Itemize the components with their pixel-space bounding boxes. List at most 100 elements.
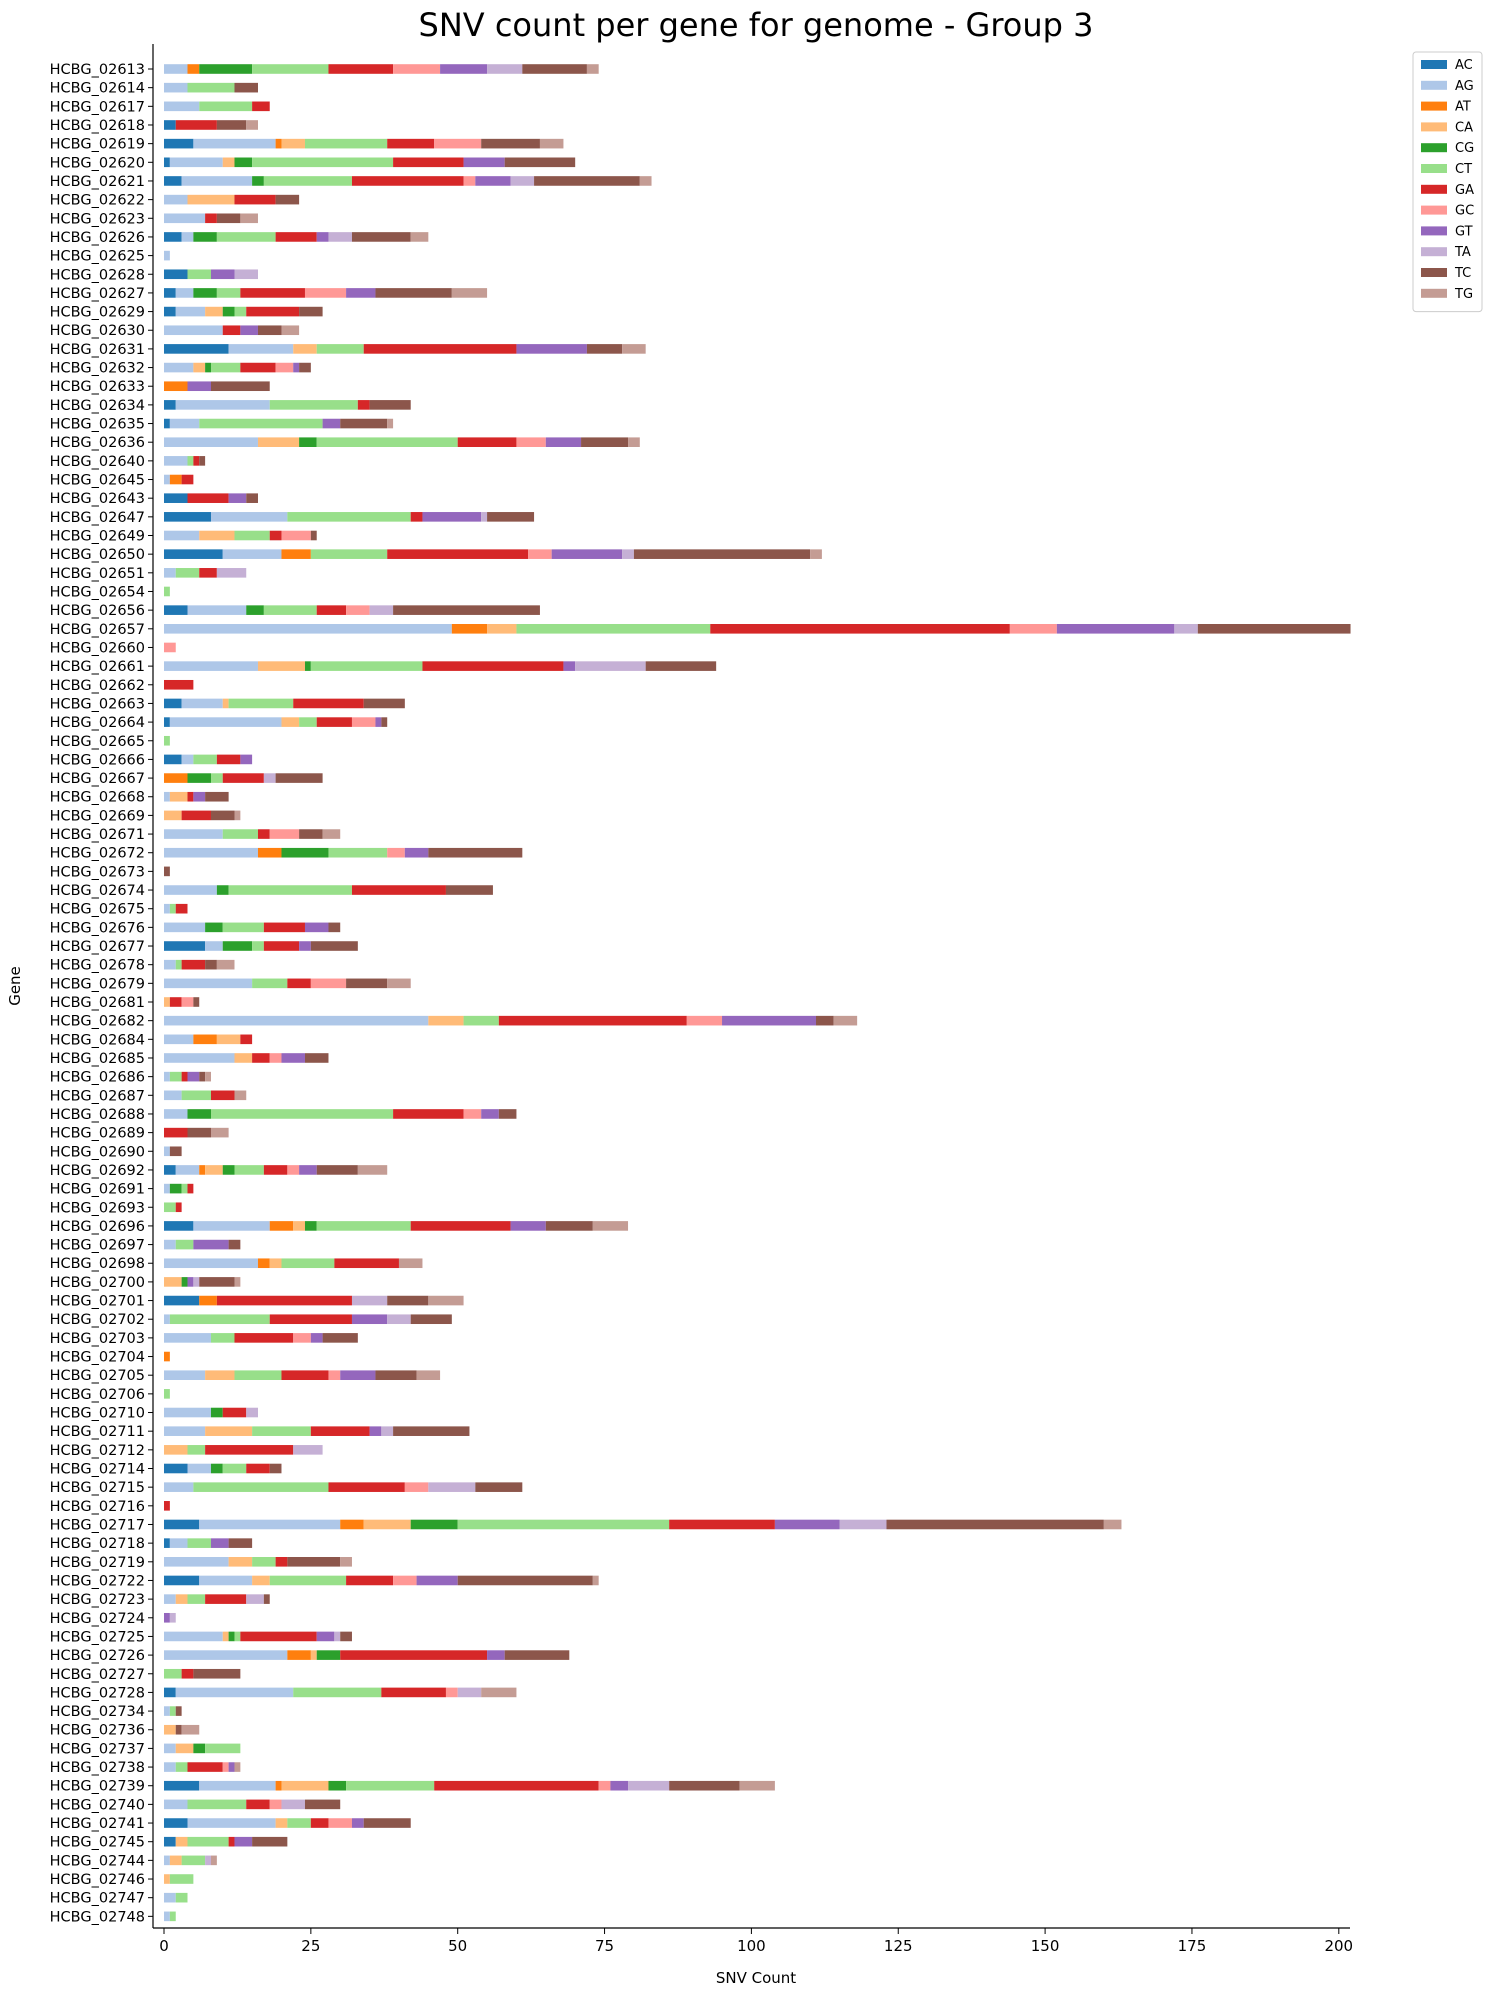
bar-segment-at-hcbg_02613	[187, 64, 200, 74]
bar-segment-tc-hcbg_02631	[586, 344, 623, 354]
bar-segment-ag-hcbg_02619	[193, 138, 276, 149]
bar-segment-tg-hcbg_02627	[451, 288, 488, 298]
bar-segment-ct-hcbg_02620	[252, 157, 394, 168]
bar-segment-ct-hcbg_02649	[234, 530, 270, 541]
bar-segment-ct-hcbg_02619	[304, 138, 388, 149]
bar-segment-tg-hcbg_02728	[481, 1687, 517, 1698]
bar-segment-gc-hcbg_02722	[393, 1575, 417, 1586]
bar-segment-tg-hcbg_02701	[428, 1295, 464, 1306]
bar-segment-tg-hcbg_02692	[357, 1165, 388, 1175]
bar-segment-ga-hcbg_02668	[187, 791, 194, 802]
bar-segment-ga-hcbg_02643	[187, 493, 229, 503]
bar-segment-gt-hcbg_02636	[545, 437, 582, 447]
bar-segment-ga-hcbg_02722	[346, 1575, 394, 1586]
bar-segment-ct-hcbg_02728	[293, 1687, 382, 1698]
bar-segment-ca-hcbg_02711	[205, 1426, 253, 1436]
bar-segment-ta-hcbg_02715	[428, 1482, 476, 1492]
bar-segment-at-hcbg_02645	[169, 474, 182, 485]
bar-segment-ct-hcbg_02747	[175, 1892, 188, 1903]
bar-segment-tc-hcbg_02688	[498, 1109, 517, 1119]
y-tick-label: HCBG_02635	[50, 417, 145, 433]
bar-segment-gt-hcbg_02620	[463, 157, 505, 168]
y-tick-label: HCBG_02738	[50, 1760, 145, 1776]
bar-segment-tc-hcbg_02703	[322, 1333, 358, 1343]
bar-segment-tc-hcbg_02671	[299, 829, 323, 839]
bar-segment-tc-hcbg_02629	[299, 306, 323, 317]
bar-segment-ga-hcbg_02676	[263, 922, 305, 933]
bar-segment-ct-hcbg_02613	[252, 64, 329, 74]
bar-segment-at-hcbg_02717	[340, 1519, 364, 1530]
bar-segment-tg-hcbg_02722	[592, 1575, 599, 1586]
bar-segment-ct-hcbg_02706	[164, 1389, 170, 1399]
bar-segment-tc-hcbg_02661	[645, 661, 717, 671]
y-tick-label: HCBG_02716	[50, 1499, 145, 1515]
bar-segment-tg-hcbg_02717	[1103, 1519, 1122, 1530]
legend-swatch-gc	[1421, 205, 1447, 215]
bar-segment-tc-hcbg_02649	[310, 530, 317, 541]
legend-swatch-ac	[1421, 60, 1447, 69]
bar-segment-ac-hcbg_02620	[164, 157, 170, 168]
bar-segment-gt-hcbg_02677	[299, 941, 311, 951]
y-tick-label: HCBG_02626	[50, 230, 145, 246]
y-tick-label: HCBG_02657	[50, 622, 145, 638]
bar-segment-ct-hcbg_02702	[169, 1314, 270, 1325]
bar-segment-gc-hcbg_02715	[404, 1482, 429, 1492]
bar-segment-ag-hcbg_02740	[164, 1799, 188, 1810]
bar-segment-tc-hcbg_02621	[534, 176, 640, 186]
y-tick-label: HCBG_02734	[50, 1704, 145, 1720]
bars	[164, 64, 1351, 1922]
legend-label-ct: CT	[1455, 162, 1472, 177]
y-tick-label: HCBG_02741	[50, 1816, 145, 1832]
y-tick-label: HCBG_02650	[50, 547, 145, 563]
bar-segment-ag-hcbg_02747	[164, 1892, 176, 1903]
bar-segment-ct-hcbg_02627	[216, 288, 241, 298]
bar-segment-tc-hcbg_02640	[199, 456, 206, 466]
bar-segment-ag-hcbg_02686	[164, 1071, 170, 1082]
bar-segment-tc-hcbg_02711	[393, 1426, 470, 1436]
bar-segment-tg-hcbg_02679	[387, 978, 411, 989]
bar-segment-ac-hcbg_02663	[164, 698, 182, 709]
bar-segment-tc-hcbg_02717	[886, 1519, 1104, 1530]
bar-segment-ga-hcbg_02702	[269, 1314, 352, 1325]
bar-segment-ac-hcbg_02656	[164, 605, 188, 615]
bar-segment-tg-hcbg_02623	[240, 213, 258, 224]
y-tick-label: HCBG_02677	[50, 939, 145, 955]
bar-segment-tg-hcbg_02613	[586, 64, 599, 74]
bar-segment-ga-hcbg_02715	[328, 1482, 405, 1492]
bar-segment-tc-hcbg_02636	[581, 437, 629, 447]
bar-segment-ac-hcbg_02696	[164, 1221, 194, 1231]
bar-segment-ag-hcbg_02698	[164, 1258, 258, 1269]
bar-segment-tg-hcbg_02705	[416, 1370, 441, 1380]
bar-segment-tc-hcbg_02739	[669, 1780, 740, 1791]
x-tick-label: 50	[448, 1937, 467, 1955]
bar-segment-gt-hcbg_02672	[404, 847, 429, 858]
bar-segment-ga-hcbg_02685	[252, 1053, 270, 1063]
bar-segment-ta-hcbg_02700	[193, 1277, 200, 1287]
y-tick-label: HCBG_02705	[50, 1368, 145, 1384]
bar-segment-at-hcbg_02698	[257, 1258, 270, 1269]
bar-segment-ag-hcbg_02741	[187, 1818, 276, 1828]
bar-segment-tc-hcbg_02745	[252, 1836, 288, 1847]
bar-segment-ta-hcbg_02626	[328, 232, 352, 242]
bar-segment-gt-hcbg_02711	[369, 1426, 382, 1436]
bar-segment-ag-hcbg_02636	[164, 437, 258, 447]
bar-segment-ca-hcbg_02741	[275, 1818, 288, 1828]
bar-segment-ct-hcbg_02621	[263, 176, 352, 186]
bar-segment-cg-hcbg_02710	[210, 1407, 223, 1418]
bar-segment-gt-hcbg_02647	[422, 512, 482, 522]
bar-segment-ag-hcbg_02738	[164, 1762, 176, 1772]
bar-segment-at-hcbg_02701	[199, 1295, 217, 1306]
bar-segment-ac-hcbg_02643	[164, 493, 188, 503]
bar-segment-ca-hcbg_02736	[164, 1724, 176, 1735]
bar-segment-tc-hcbg_02700	[199, 1277, 235, 1287]
bar-segment-at-hcbg_02657	[451, 624, 488, 634]
bar-segment-cg-hcbg_02688	[187, 1109, 211, 1119]
bar-segment-ag-hcbg_02668	[164, 791, 170, 802]
bar-segment-ta-hcbg_02621	[510, 176, 535, 186]
bar-segment-gc-hcbg_02621	[463, 176, 476, 186]
bar-segment-tc-hcbg_02656	[393, 605, 540, 615]
bar-segment-ca-hcbg_02723	[175, 1594, 188, 1604]
y-tick-label: HCBG_02632	[50, 361, 145, 377]
bar-segment-ga-hcbg_02675	[175, 903, 188, 914]
bar-segment-ta-hcbg_02657	[1174, 624, 1198, 634]
